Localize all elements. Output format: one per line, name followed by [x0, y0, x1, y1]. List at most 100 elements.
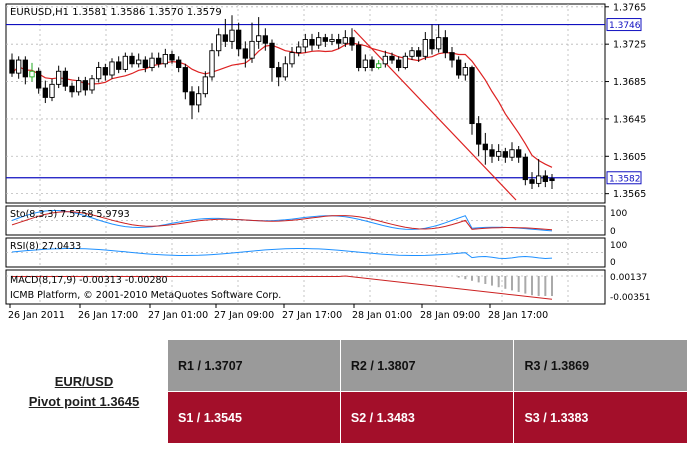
- candle-body: [462, 67, 468, 76]
- y-tick-label: 1.3725: [613, 40, 646, 51]
- candle-body: [122, 55, 128, 70]
- main-grid: [6, 4, 605, 203]
- candle-body: [109, 61, 115, 76]
- candle-body: [216, 34, 222, 52]
- x-tick-label: 26 Jan 2011: [8, 310, 65, 321]
- chart-title: EURUSD,H1 1.3581 1.3586 1.3570 1.3579: [10, 7, 222, 18]
- candle-body: [422, 39, 428, 57]
- rsi-panel: [5, 237, 606, 268]
- macd-histogram: [457, 276, 553, 296]
- horizontal-levels: 1.3746 1.3582: [6, 18, 642, 185]
- macd-label: MACD(8,17,9) -0.00313 -0.00280: [10, 275, 168, 286]
- candle-body: [129, 55, 135, 65]
- level-label-box: [606, 18, 642, 32]
- candle-body: [369, 59, 375, 68]
- stochastic-tick-bottom: 0: [610, 227, 616, 237]
- moving-average-line: [11, 42, 553, 168]
- candle-body: [536, 175, 542, 184]
- main-panel: [5, 3, 606, 204]
- x-tick-label: 28 Jan 09:00: [420, 310, 480, 321]
- candle-body: [502, 151, 508, 158]
- x-axis-ticks: 26 Jan 2011 26 Jan 17:00 27 Jan 01:00 27 Ja…: [8, 304, 548, 321]
- candle-body: [162, 54, 168, 65]
- rsi-tick-top: 100: [610, 241, 627, 251]
- macd-tick-top: 0.00137: [610, 273, 647, 283]
- candle-body: [302, 39, 308, 48]
- candle-body: [142, 59, 148, 68]
- resistance-3: R3 / 1.3869: [513, 340, 688, 392]
- downtrend-line: [353, 29, 517, 201]
- candle-body: [356, 44, 362, 68]
- pivot-symbol: EUR/USD: [54, 373, 114, 389]
- candle-body: [76, 80, 82, 93]
- y-tick-label: 1.3605: [613, 152, 646, 163]
- stochastic-label: Sto(8,3,3) 7.5758 5.9793: [10, 209, 130, 220]
- rsi-line: [11, 248, 553, 260]
- candle-body: [22, 59, 28, 78]
- candle-body: [176, 59, 182, 68]
- candle-body: [69, 85, 75, 93]
- candle-body: [409, 50, 415, 57]
- level-label: 1.3746: [609, 21, 641, 31]
- y-tick-label: 1.3765: [613, 2, 646, 13]
- candle-body: [222, 34, 228, 42]
- resistance-2: R2 / 1.3807: [340, 340, 515, 392]
- candle-body: [189, 91, 195, 106]
- candle-body: [182, 67, 188, 93]
- stochastic-tick-top: 100: [610, 209, 627, 219]
- candle-body: [262, 35, 268, 44]
- stochastic-signal-line: [11, 211, 553, 231]
- candle-body: [296, 46, 302, 54]
- candle-body: [542, 175, 548, 182]
- x-tick-label: 27 Jan 09:00: [214, 310, 274, 321]
- candle-body: [376, 63, 382, 68]
- macd-grid: [6, 270, 605, 304]
- copyright-text: ICMB Platform, © 2001-2010 MetaQuotes So…: [10, 290, 281, 301]
- resistance-1: R1 / 1.3707: [168, 340, 341, 392]
- candle-body: [29, 70, 35, 78]
- candle-body: [402, 55, 408, 68]
- candles: [9, 15, 555, 189]
- candle-body: [482, 143, 488, 151]
- support-1: S1 / 1.3545: [168, 391, 341, 443]
- candle-body: [256, 35, 262, 42]
- candle-body: [136, 59, 142, 65]
- level-label-box: [606, 171, 642, 185]
- candle-body: [202, 76, 208, 95]
- y-tick-label: 1.3565: [613, 189, 646, 200]
- macd-tick-bottom: -0.00351: [610, 293, 650, 303]
- candle-body: [96, 67, 102, 80]
- pivot-summary-cell: EUR/USD Pivot point 1.3645: [0, 340, 168, 443]
- candle-body: [56, 70, 62, 85]
- candle-body: [382, 55, 388, 65]
- support-3: S3 / 1.3383: [513, 391, 688, 443]
- pivot-table: EUR/USD Pivot point 1.3645 R1 / 1.3707 R…: [0, 340, 688, 443]
- candle-body: [236, 29, 242, 50]
- candle-body: [522, 156, 528, 181]
- candle-body: [156, 57, 162, 65]
- x-tick-label: 26 Jan 17:00: [78, 310, 138, 321]
- candle-body: [269, 42, 275, 68]
- stochastic-main-line: [11, 210, 553, 232]
- candle-body: [196, 93, 202, 106]
- candle-body: [209, 50, 215, 78]
- pivot-point-label: Pivot point 1.3645: [28, 393, 140, 409]
- candle-body: [82, 80, 88, 91]
- moving-average: [11, 42, 553, 168]
- candle-body: [456, 59, 462, 76]
- candle-body: [36, 70, 42, 89]
- candle-body: [342, 37, 348, 44]
- candle-body: [249, 40, 255, 59]
- candle-body: [336, 39, 342, 44]
- candle-body: [396, 59, 402, 68]
- candle-body: [362, 59, 368, 68]
- y-axis-ticks: 1.3765 1.3725 1.3685 1.3645 1.3605 1.3565: [605, 2, 646, 200]
- candle-body: [169, 54, 175, 61]
- support-2: S2 / 1.3483: [340, 391, 515, 443]
- candle-body: [309, 39, 315, 46]
- candle-body: [349, 37, 355, 46]
- candle-body: [242, 48, 248, 59]
- candle-body: [496, 151, 502, 157]
- candle-body: [102, 67, 108, 76]
- candle-body: [389, 55, 395, 61]
